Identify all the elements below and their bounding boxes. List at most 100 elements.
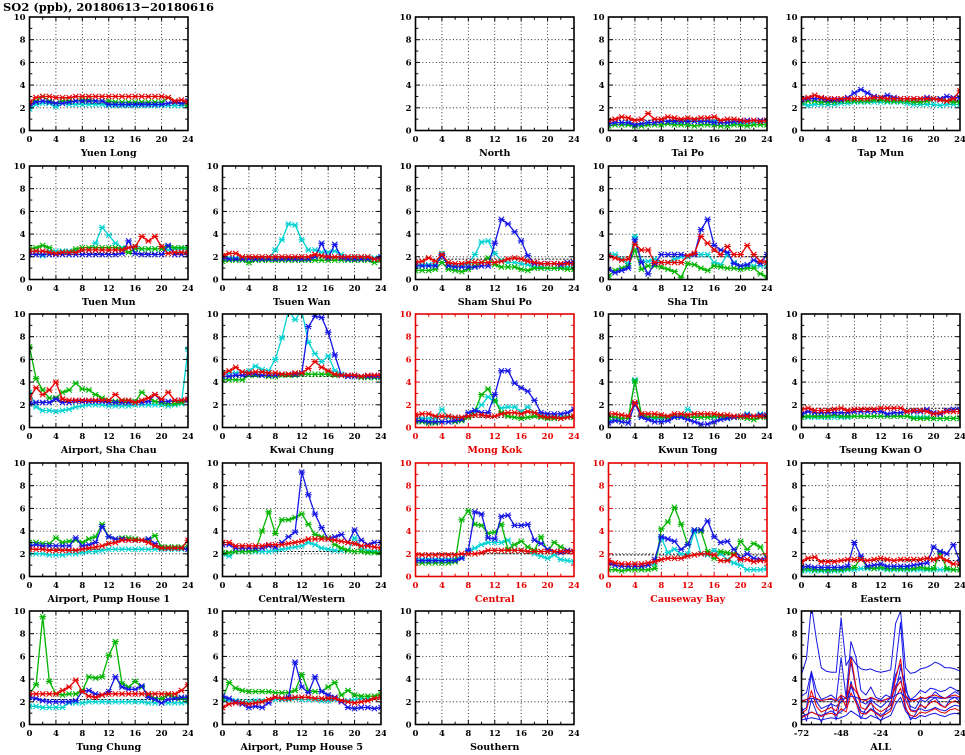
svg-text:2: 2	[792, 550, 798, 560]
svg-text:10: 10	[207, 310, 219, 320]
svg-text:4: 4	[439, 284, 445, 294]
svg-text:16: 16	[322, 284, 334, 294]
chart-sham-shui-po: 0 2 4 6 8 10 0 4 8 12 16 20 24 Sham Shui Po	[386, 161, 580, 309]
svg-text:4: 4	[632, 432, 638, 442]
svg-text:4: 4	[246, 284, 252, 294]
svg-text:24: 24	[182, 135, 193, 145]
svg-text:8: 8	[851, 135, 857, 145]
series-group	[29, 93, 188, 112]
svg-text:0: 0	[27, 729, 33, 739]
svg-text:24: 24	[954, 135, 965, 145]
svg-text:6: 6	[213, 504, 219, 514]
svg-text:6: 6	[792, 356, 798, 366]
svg-text:4: 4	[825, 432, 831, 442]
series-markers-red-3	[801, 87, 960, 104]
svg-text:8: 8	[272, 581, 278, 591]
series-markers-red-3	[222, 250, 381, 262]
gridlines	[608, 16, 767, 131]
svg-text:0: 0	[27, 581, 33, 591]
svg-text:0: 0	[792, 127, 798, 137]
svg-text:0: 0	[20, 721, 26, 731]
svg-text:20: 20	[542, 432, 554, 442]
svg-text:24: 24	[761, 432, 772, 442]
svg-text:20: 20	[156, 284, 168, 294]
svg-text:0: 0	[413, 729, 419, 739]
series-markers-red-3	[608, 550, 767, 567]
svg-text:0: 0	[220, 581, 226, 591]
svg-text:24: 24	[568, 135, 579, 145]
chart-title-tsuen-wan: Tsuen Wan	[273, 297, 331, 308]
svg-text:8: 8	[599, 36, 605, 46]
svg-text:4: 4	[213, 378, 219, 388]
chart-title-kwun-tong: Kwun Tong	[658, 445, 718, 456]
series-markers-red-3	[801, 405, 960, 417]
svg-text:24: 24	[761, 135, 772, 145]
chart-title-tap-mun: Tap Mun	[857, 148, 904, 159]
svg-text:8: 8	[792, 333, 798, 343]
svg-text:10: 10	[400, 459, 412, 469]
svg-text:4: 4	[406, 527, 412, 537]
svg-text:2: 2	[20, 698, 26, 708]
chart-title-tuen-mun: Tuen Mun	[82, 297, 136, 308]
svg-text:10: 10	[14, 13, 26, 23]
svg-text:4: 4	[632, 135, 638, 145]
svg-text:8: 8	[658, 432, 664, 442]
chart-airport-pump-house-5: 0 2 4 6 8 10 0 4 8 12 16 20 24 Airport, Pump House 5	[193, 606, 387, 754]
svg-text:0: 0	[213, 721, 219, 731]
svg-text:6: 6	[213, 653, 219, 663]
series-markers-cyan-0	[29, 699, 188, 711]
series-markers-cyan-0	[29, 346, 188, 415]
svg-text:6: 6	[599, 58, 605, 68]
svg-text:4: 4	[20, 378, 26, 388]
series-markers-blue-2	[29, 237, 188, 257]
series-group	[222, 220, 381, 265]
plot-frame	[28, 313, 189, 429]
svg-text:4: 4	[439, 729, 445, 739]
svg-text:8: 8	[79, 432, 85, 442]
svg-text:8: 8	[465, 135, 471, 145]
svg-text:2: 2	[599, 401, 605, 411]
svg-text:12: 12	[103, 432, 115, 442]
series-line-blue-2	[415, 510, 574, 562]
svg-text:24: 24	[954, 432, 965, 442]
series-markers-red-3	[608, 110, 767, 125]
svg-text:4: 4	[792, 378, 798, 388]
svg-text:4: 4	[599, 527, 605, 537]
svg-text:8: 8	[599, 184, 605, 194]
series-group	[222, 659, 381, 712]
svg-text:2: 2	[792, 698, 798, 708]
svg-text:24: 24	[761, 581, 772, 591]
svg-text:4: 4	[213, 230, 219, 240]
svg-text:0: 0	[792, 721, 798, 731]
gridlines	[801, 16, 960, 131]
svg-text:8: 8	[406, 630, 412, 640]
svg-text:8: 8	[20, 630, 26, 640]
svg-text:8: 8	[792, 481, 798, 491]
svg-text:0: 0	[20, 275, 26, 285]
svg-text:10: 10	[786, 459, 798, 469]
svg-text:6: 6	[213, 356, 219, 366]
plot-frame	[607, 164, 768, 280]
svg-text:2: 2	[599, 252, 605, 262]
svg-text:16: 16	[901, 581, 913, 591]
series-line-blue-2	[222, 315, 381, 378]
chart-title-causeway-bay: Causeway Bay	[650, 594, 725, 605]
svg-text:2: 2	[792, 401, 798, 411]
series-markers-green-1	[608, 246, 767, 280]
chart-title-north: North	[479, 148, 510, 159]
svg-text:10: 10	[593, 459, 605, 469]
svg-text:0: 0	[606, 581, 612, 591]
series-markers-red-3	[29, 379, 188, 406]
series-group	[415, 507, 574, 566]
